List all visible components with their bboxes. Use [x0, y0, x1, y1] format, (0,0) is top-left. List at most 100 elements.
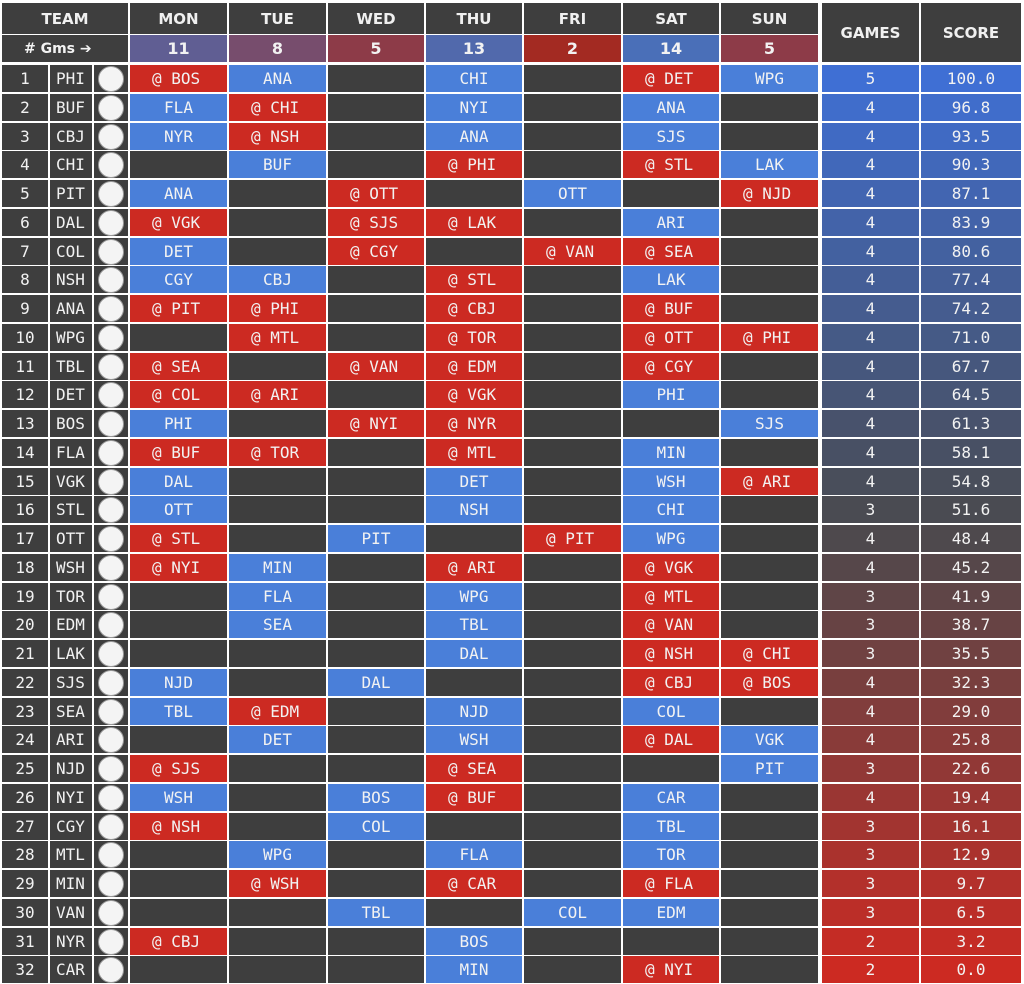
team-score: 87.1 — [921, 180, 1021, 207]
home-game-cell: ANA — [623, 94, 719, 121]
team-games-count: 2 — [822, 928, 919, 955]
golden-knights-logo-icon — [98, 468, 124, 495]
empty-day-cell — [229, 956, 326, 983]
team-score: 90.3 — [921, 151, 1021, 178]
team-abbr: FLA — [50, 439, 92, 466]
home-game-cell: NSH — [426, 496, 522, 523]
maple-leafs-logo-icon — [98, 583, 124, 610]
away-game-cell: @ CHI — [229, 94, 326, 121]
team-abbr: BOS — [50, 410, 92, 437]
empty-day-cell — [721, 956, 818, 983]
home-game-cell: LAK — [623, 266, 719, 293]
team-rank: 18 — [2, 554, 48, 581]
empty-day-cell — [524, 554, 621, 581]
away-game-cell: @ CBJ — [623, 669, 719, 696]
team-score: 64.5 — [921, 381, 1021, 408]
home-game-cell: COL — [328, 813, 424, 840]
empty-day-cell — [721, 123, 818, 150]
empty-day-cell — [328, 726, 424, 753]
team-rank: 11 — [2, 353, 48, 380]
home-game-cell: TOR — [623, 841, 719, 868]
away-game-cell: @ ARI — [229, 381, 326, 408]
team-rank: 26 — [2, 784, 48, 811]
empty-day-cell — [524, 439, 621, 466]
away-game-cell: @ MTL — [229, 324, 326, 351]
canucks-logo-icon — [98, 899, 124, 926]
empty-day-cell — [721, 611, 818, 638]
team-games-count: 4 — [822, 151, 919, 178]
team-score: 45.2 — [921, 554, 1021, 581]
empty-day-cell — [524, 94, 621, 121]
empty-day-cell — [328, 295, 424, 322]
away-game-cell: @ NSH — [623, 640, 719, 667]
wild-logo-icon — [98, 870, 124, 897]
empty-day-cell — [426, 180, 522, 207]
empty-day-cell — [721, 928, 818, 955]
team-games-count: 5 — [822, 65, 919, 92]
team-rank: 27 — [2, 813, 48, 840]
team-score: 9.7 — [921, 870, 1021, 897]
team-score: 29.0 — [921, 698, 1021, 725]
home-game-cell: WSH — [426, 726, 522, 753]
empty-day-cell — [229, 410, 326, 437]
blues-logo-icon — [98, 496, 124, 523]
team-games-count: 4 — [822, 439, 919, 466]
home-game-cell: CBJ — [229, 266, 326, 293]
team-games-count: 3 — [822, 611, 919, 638]
home-game-cell: MIN — [623, 439, 719, 466]
team-logo-cell — [94, 698, 128, 725]
team-score: 16.1 — [921, 813, 1021, 840]
team-abbr: WSH — [50, 554, 92, 581]
day-games-sun: 5 — [721, 35, 818, 62]
team-rank: 25 — [2, 755, 48, 782]
empty-day-cell — [721, 238, 818, 265]
header-day-sat: SAT — [623, 3, 719, 34]
kraken-logo-icon — [98, 698, 124, 725]
home-game-cell: FLA — [130, 94, 227, 121]
away-game-cell: @ NYI — [130, 554, 227, 581]
team-rank: 29 — [2, 870, 48, 897]
away-game-cell: @ CHI — [721, 640, 818, 667]
empty-day-cell — [524, 295, 621, 322]
empty-day-cell — [721, 209, 818, 236]
away-game-cell: @ NYR — [426, 410, 522, 437]
team-rank: 20 — [2, 611, 48, 638]
empty-day-cell — [130, 611, 227, 638]
empty-day-cell — [130, 726, 227, 753]
empty-day-cell — [130, 640, 227, 667]
empty-day-cell — [130, 899, 227, 926]
away-game-cell: @ CAR — [426, 870, 522, 897]
home-game-cell: WSH — [130, 784, 227, 811]
home-game-cell: MIN — [426, 956, 522, 983]
team-abbr: SJS — [50, 669, 92, 696]
avalanche-logo-icon — [98, 238, 124, 265]
jets-logo-icon — [98, 324, 124, 351]
away-game-cell: @ OTT — [623, 324, 719, 351]
day-games-wed: 5 — [328, 35, 424, 62]
team-abbr: SEA — [50, 698, 92, 725]
empty-day-cell — [524, 266, 621, 293]
team-games-count: 4 — [822, 238, 919, 265]
home-game-cell: BUF — [229, 151, 326, 178]
team-rank: 31 — [2, 928, 48, 955]
home-game-cell: ARI — [623, 209, 719, 236]
capitals-logo-icon — [98, 554, 124, 581]
empty-day-cell — [524, 640, 621, 667]
empty-day-cell — [524, 956, 621, 983]
stars-logo-icon — [98, 209, 124, 236]
empty-day-cell — [328, 928, 424, 955]
team-rank: 6 — [2, 209, 48, 236]
team-games-count: 3 — [822, 841, 919, 868]
team-rank: 24 — [2, 726, 48, 753]
team-logo-cell — [94, 123, 128, 150]
team-abbr: CBJ — [50, 123, 92, 150]
oilers-logo-icon — [98, 611, 124, 638]
team-score: 22.6 — [921, 755, 1021, 782]
empty-day-cell — [524, 841, 621, 868]
team-score: 41.9 — [921, 583, 1021, 610]
away-game-cell: @ VGK — [130, 209, 227, 236]
team-abbr: VGK — [50, 468, 92, 495]
away-game-cell: @ TOR — [426, 324, 522, 351]
empty-day-cell — [524, 151, 621, 178]
